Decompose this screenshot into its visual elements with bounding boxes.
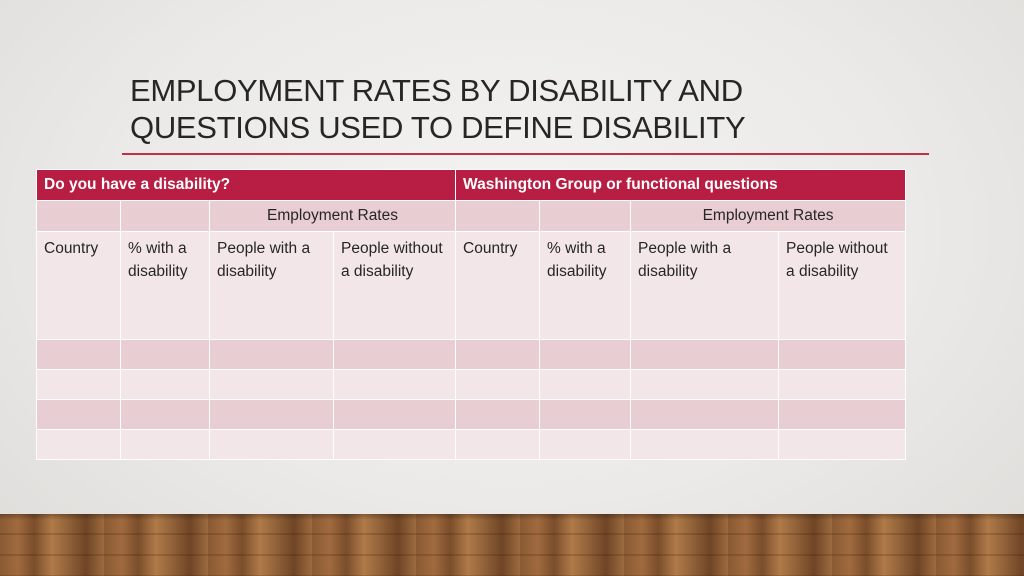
table-cell [332, 339, 457, 370]
table-cell [539, 200, 632, 232]
table-row [36, 399, 907, 430]
table-cell [36, 429, 121, 460]
table-cell [36, 399, 121, 430]
col-label-pct-disability-wg: % with a disability [539, 231, 632, 340]
table-cell [455, 200, 541, 232]
table-cell [332, 369, 457, 400]
table-cell [630, 399, 780, 430]
table-cell [209, 429, 334, 460]
header-self-identified: Do you have a disability? [35, 169, 457, 201]
subheader-employment-rates-right: Employment Rates [630, 200, 907, 232]
table-cell [778, 369, 907, 400]
table-cell [630, 339, 780, 370]
table-cell [539, 429, 632, 460]
subheader-employment-rates-left: Employment Rates [208, 200, 457, 232]
col-label-people-without-disability: People without a disability [332, 231, 457, 340]
table-cell [36, 200, 121, 232]
table-row [36, 429, 907, 460]
table-cell [539, 339, 632, 370]
slide-title: EMPLOYMENT RATES BY DISABILITY AND QUEST… [130, 72, 890, 146]
col-label-people-without-disability-wg: People without a disability [778, 231, 907, 340]
title-line-1: EMPLOYMENT RATES BY DISABILITY AND [130, 73, 743, 108]
table-cell [630, 429, 780, 460]
header-washington-group: Washington Group or functional questions [455, 169, 907, 201]
table-cell [209, 339, 334, 370]
table-cell [120, 399, 210, 430]
table-cell [120, 369, 210, 400]
col-label-people-with-disability-wg: People with a disability [630, 231, 780, 340]
table-cell [778, 399, 907, 430]
col-label-country: Country [36, 231, 121, 340]
table-cell [332, 429, 457, 460]
table-cell [630, 369, 780, 400]
col-label-country-wg: Country [455, 231, 541, 340]
table-cell [209, 399, 334, 430]
wood-floor-lines [0, 514, 1024, 576]
col-label-pct-disability: % with a disability [120, 231, 210, 340]
table-cell [539, 399, 632, 430]
table-cell [120, 200, 210, 232]
table-row [36, 339, 907, 370]
table-cell [455, 339, 541, 370]
title-line-2: QUESTIONS USED TO DEFINE DISABILITY [130, 110, 746, 145]
wood-floor-decoration [0, 514, 1024, 576]
table-cell [36, 369, 121, 400]
table-row [36, 369, 907, 400]
table-cell [455, 429, 541, 460]
table-cell [209, 369, 334, 400]
col-label-people-with-disability: People with a disability [209, 231, 334, 340]
table-cell [120, 429, 210, 460]
column-labels-row: Country % with a disability People with … [36, 231, 907, 340]
table-cell [539, 369, 632, 400]
table-header-row: Do you have a disability? Washington Gro… [35, 169, 907, 201]
title-underline [122, 153, 929, 155]
table-cell [778, 339, 907, 370]
employment-rates-table: Do you have a disability? Washington Gro… [35, 169, 907, 460]
table-cell [455, 399, 541, 430]
table-cell [120, 339, 210, 370]
table-cell [332, 399, 457, 430]
table-subheader-row: Employment Rates Employment Rates [36, 200, 907, 232]
table-cell [778, 429, 907, 460]
table-cell [36, 339, 121, 370]
table-cell [455, 369, 541, 400]
